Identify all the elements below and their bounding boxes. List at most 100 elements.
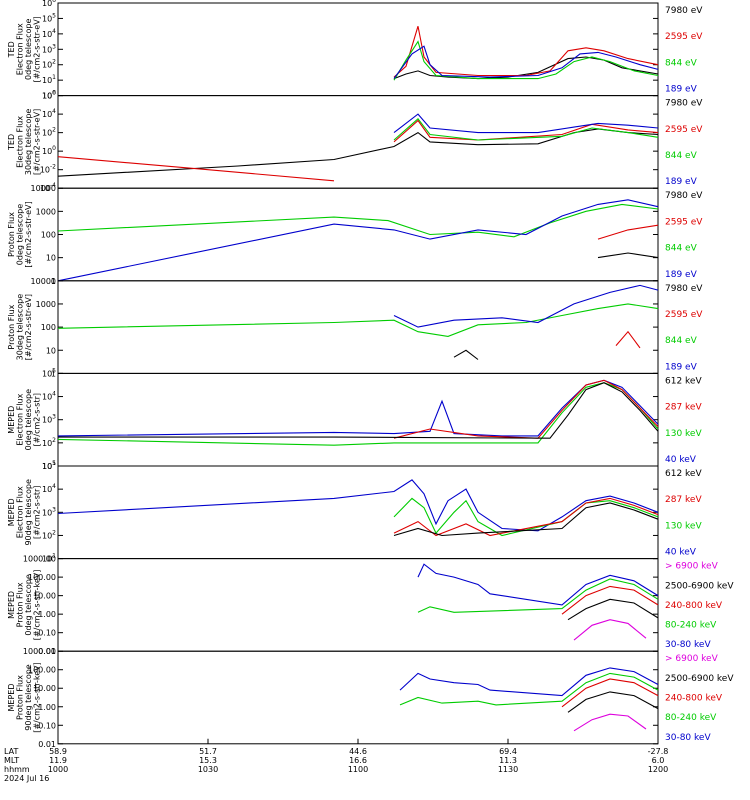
series-line xyxy=(393,497,659,537)
panel-frame xyxy=(57,650,659,745)
y-axis-label: Electron Flux xyxy=(16,23,25,75)
y-tick-exp: 2 xyxy=(52,59,56,66)
series-line xyxy=(561,585,659,615)
y-tick-base: 10 xyxy=(42,462,52,471)
y-tick-exp: 0 xyxy=(52,145,56,152)
y-tick-label: 1 xyxy=(51,277,56,286)
x-tick-label: 15.3 xyxy=(199,756,217,765)
legend-entry: 844 eV xyxy=(665,151,698,161)
y-axis-label: [#/cm2-s-str-eV] xyxy=(24,294,33,360)
series-line xyxy=(393,119,659,143)
y-tick-label: 104 xyxy=(42,391,56,402)
legend-entry: 130 keV xyxy=(665,429,702,439)
y-axis-label: [#/cm2-s-str] xyxy=(33,393,42,446)
y-axis-label: Proton Flux xyxy=(7,212,16,257)
y-tick-label: 10.00 xyxy=(33,592,56,601)
series-line xyxy=(57,199,659,282)
y-tick-label: 101 xyxy=(42,553,56,564)
panel-frame xyxy=(57,558,659,652)
series-line xyxy=(417,563,659,606)
series-line xyxy=(399,667,659,697)
y-tick-label: 1 xyxy=(51,369,56,378)
y-tick-base: 10 xyxy=(42,369,52,378)
x-tick-label: 69.4 xyxy=(499,747,517,756)
series-line xyxy=(615,330,641,349)
y-axis-label: 30deg telescope xyxy=(16,294,25,361)
legend-entry: 612 keV xyxy=(665,376,702,386)
y-tick-label: 102 xyxy=(42,437,56,448)
y-tick-base: 10 xyxy=(42,14,52,23)
series-line xyxy=(453,349,479,360)
x-row-label: MLT xyxy=(4,756,19,765)
series-line xyxy=(567,691,659,713)
y-tick-exp: -2 xyxy=(50,164,56,171)
series-line xyxy=(57,479,659,532)
y-tick-base: 10 xyxy=(42,30,52,39)
panel-frame xyxy=(57,280,659,374)
y-tick-label: 100.00 xyxy=(28,666,56,675)
y-tick-label: 106 xyxy=(42,90,56,101)
x-row-label: LAT xyxy=(4,747,18,756)
y-tick-label: 100.00 xyxy=(28,573,56,582)
y-tick-label: 104 xyxy=(42,108,56,119)
legend-entry: 2595 eV xyxy=(665,217,703,227)
y-tick-exp: 3 xyxy=(52,414,56,421)
y-tick-label: 1000.00 xyxy=(23,647,56,656)
y-axis-label: Electron Flux xyxy=(16,486,25,538)
legend-entry: 189 eV xyxy=(665,270,698,280)
y-tick-label: 1000 xyxy=(36,300,56,309)
y-tick-base: 10 xyxy=(42,92,52,101)
x-tick-label: 1000 xyxy=(48,765,68,774)
y-tick-base: 10 xyxy=(42,129,52,138)
series-line xyxy=(393,45,659,79)
panel-3: 1 10 100 1000 10000 Proton Flux 0deg telescope… xyxy=(7,184,703,286)
series-line xyxy=(58,382,659,439)
y-axis-label: MEPED xyxy=(7,591,16,619)
y-tick-label: 0.10 xyxy=(38,629,56,638)
x-tick-label: -27.8 xyxy=(648,747,669,756)
legend-entry: 240-800 keV xyxy=(665,694,723,704)
series-line xyxy=(57,128,659,177)
legend-entry: 7980 eV xyxy=(665,284,703,294)
legend-entry: 80-240 keV xyxy=(665,621,717,631)
y-axis-label: MEPED xyxy=(7,406,16,434)
series-line xyxy=(393,113,659,134)
y-tick-label: 102 xyxy=(42,59,56,70)
x-tick-label: 1030 xyxy=(198,765,218,774)
x-row-label: hhmm xyxy=(4,765,30,774)
y-axis-label: [#/cm2-s-str-eV] xyxy=(24,201,33,267)
series-line xyxy=(57,203,659,238)
y-axis-label: 0deg telescope xyxy=(24,574,33,635)
y-axis-label: Electron Flux xyxy=(16,393,25,445)
y-tick-label: 106 xyxy=(42,0,56,8)
y-tick-label: 10-4 xyxy=(40,182,56,193)
series-line xyxy=(573,713,647,732)
y-axis-label: MEPED xyxy=(7,684,16,712)
legend-entry: 2595 eV xyxy=(665,310,703,320)
series-line xyxy=(57,379,659,437)
y-tick-base: 10 xyxy=(42,45,52,54)
y-tick-label: 105 xyxy=(42,460,56,471)
y-axis-label: 0deg telescope xyxy=(24,19,33,80)
y-tick-exp: 4 xyxy=(52,108,56,115)
y-tick-base: 10 xyxy=(42,416,52,425)
legend-entry: 189 eV xyxy=(665,362,698,372)
panel-frame xyxy=(57,95,659,189)
y-axis-label: TED xyxy=(7,134,16,151)
series-line xyxy=(567,598,659,621)
series-line xyxy=(561,678,659,708)
series-line xyxy=(393,379,659,439)
y-tick-exp: 5 xyxy=(52,12,56,19)
series-line xyxy=(393,502,659,537)
y-axis-label: [#/cm2-s-str-keV] xyxy=(33,662,42,733)
y-tick-label: 0.01 xyxy=(38,740,56,749)
y-tick-exp: 2 xyxy=(52,437,56,444)
y-tick-label: 100 xyxy=(42,90,56,101)
y-axis-label: MEPED xyxy=(7,498,16,526)
y-tick-label: 10000 xyxy=(31,277,56,286)
y-tick-label: 104 xyxy=(42,28,56,39)
y-axis-label: [#/cm2-s-str-keV] xyxy=(33,570,42,641)
